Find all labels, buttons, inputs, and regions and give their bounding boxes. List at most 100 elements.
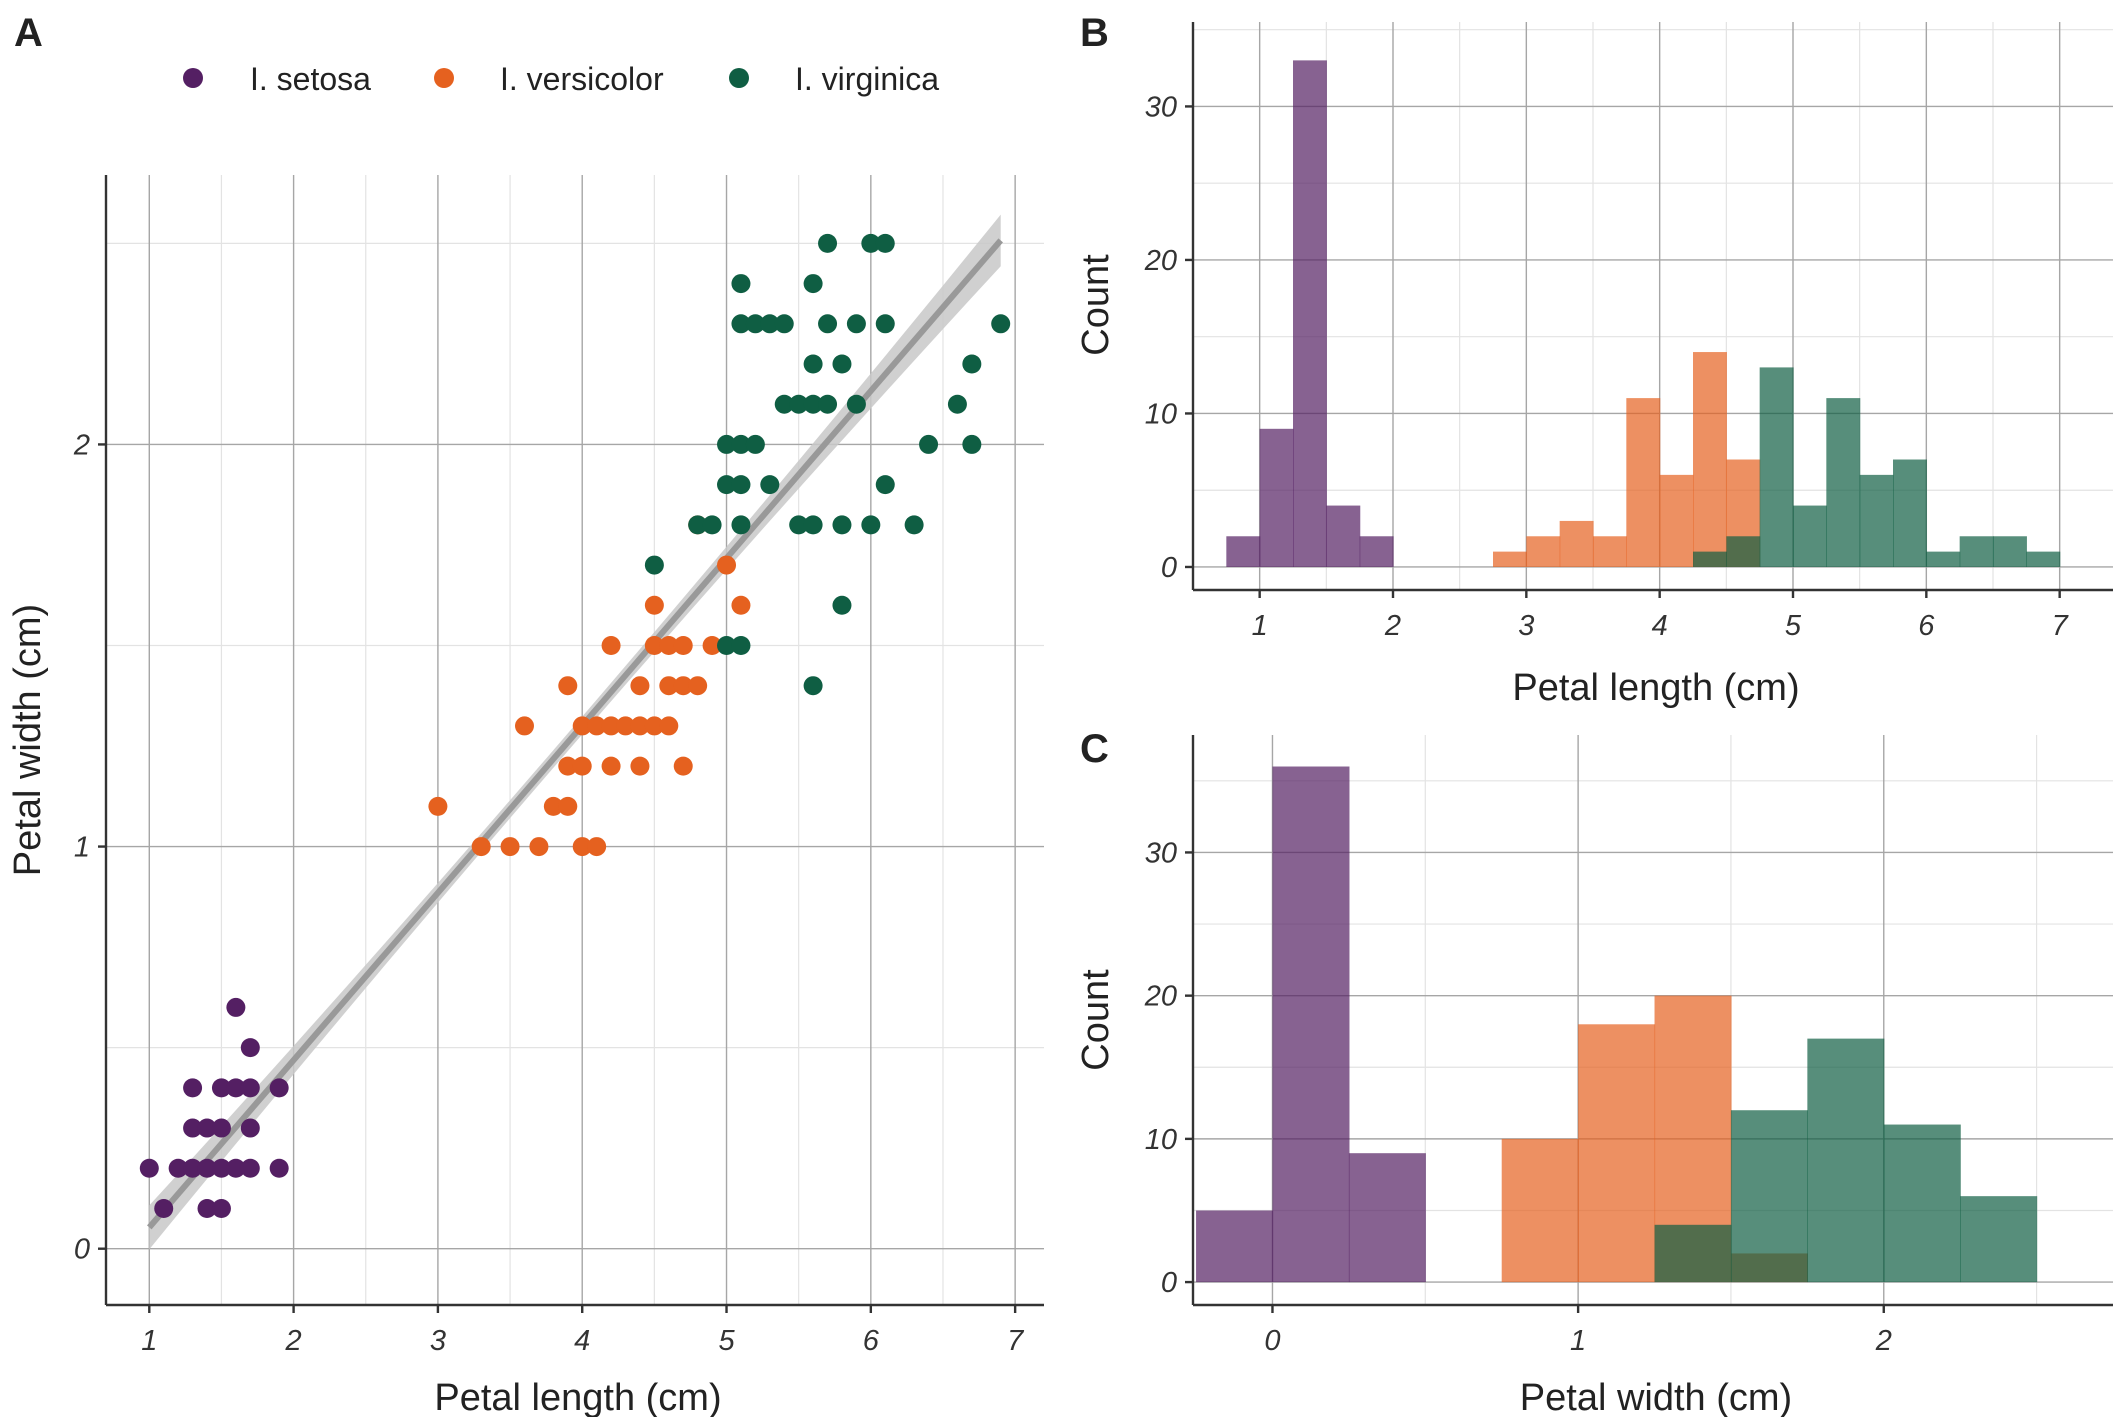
panel-b-x-tick-label: 2 [1384, 610, 1401, 642]
point-versicolor [688, 676, 708, 696]
point-versicolor [673, 635, 693, 655]
point-versicolor [543, 796, 563, 816]
point-virginica [731, 274, 751, 294]
point-setosa [269, 1078, 289, 1098]
bar-versicolor [1493, 551, 1527, 567]
point-versicolor [616, 716, 636, 736]
bar-virginica [1959, 536, 1994, 567]
point-setosa [154, 1198, 174, 1218]
point-virginica [731, 314, 751, 334]
panel-b-x-tick-label: 4 [1652, 610, 1668, 642]
point-virginica [731, 434, 751, 454]
point-virginica [745, 434, 765, 454]
point-setosa [211, 1158, 231, 1178]
legend-marker-setosa [183, 68, 203, 88]
bar-versicolor [1693, 352, 1727, 567]
point-setosa [197, 1118, 217, 1138]
point-versicolor [630, 756, 650, 776]
bar-virginica [1826, 398, 1861, 567]
panel-c-x-tick-label: 0 [1264, 1325, 1280, 1357]
panel-a-y-tick-label: 1 [74, 832, 90, 864]
bar-virginica [1793, 505, 1827, 567]
panel-c-bars [1196, 766, 2038, 1283]
panel-a-x-axis-title: Petal length (cm) [434, 1377, 721, 1417]
point-virginica [846, 314, 866, 334]
point-virginica [803, 515, 823, 535]
point-virginica [904, 515, 924, 535]
legend-marker-virginica [729, 68, 749, 88]
panel-a-y-axis-title: Petal width (cm) [7, 604, 49, 876]
panel-a-x-tick-label: 1 [141, 1325, 157, 1357]
point-virginica [832, 354, 852, 374]
point-virginica [803, 274, 823, 294]
bar-versicolor [1626, 398, 1661, 567]
bar-setosa [1348, 1153, 1426, 1283]
bar-virginica [1759, 367, 1794, 567]
panel-b-bars [1226, 60, 2061, 567]
point-virginica [991, 314, 1011, 334]
panel-c-y-tick-label: 10 [1145, 1124, 1177, 1156]
point-versicolor [471, 837, 491, 857]
legend-label-setosa: I. setosa [250, 61, 371, 97]
point-virginica [789, 515, 809, 535]
panel-b-x-tick-label: 3 [1518, 610, 1534, 642]
point-versicolor [500, 837, 520, 857]
point-versicolor [659, 716, 679, 736]
point-versicolor [644, 716, 664, 736]
panel-c-x-ticks: 0 1 2 [1264, 1305, 1892, 1357]
bar-virginica [2026, 551, 2061, 567]
panel-c-x-tick-label: 2 [1875, 1325, 1892, 1357]
point-versicolor [572, 837, 592, 857]
bar-versicolor [1559, 520, 1594, 567]
point-setosa [197, 1158, 217, 1178]
point-virginica [731, 635, 751, 655]
point-setosa [211, 1118, 231, 1138]
point-versicolor [659, 676, 679, 696]
point-versicolor [587, 716, 607, 736]
point-virginica [962, 354, 982, 374]
point-virginica [803, 354, 823, 374]
bar-setosa [1272, 766, 1350, 1283]
point-virginica [832, 515, 852, 535]
point-virginica [846, 394, 866, 414]
panel-b-x-axis-title: Petal length (cm) [1512, 667, 1799, 709]
point-versicolor [630, 676, 650, 696]
point-versicolor [601, 635, 621, 655]
panel-a-axes [104, 175, 1044, 1307]
point-versicolor [514, 716, 534, 736]
point-virginica [875, 475, 895, 495]
point-virginica [803, 394, 823, 414]
point-setosa [197, 1198, 217, 1218]
bar-setosa [1326, 505, 1361, 567]
panel-letter-b: B [1080, 11, 1109, 55]
histogram-panel-b: 1 2 3 4 5 6 7 0 10 20 30 Petal length (cm) Count [1075, 22, 2113, 709]
panel-a-x-tick-label: 6 [863, 1325, 880, 1357]
legend-label-versicolor: I. versicolor [500, 61, 664, 97]
point-setosa [269, 1158, 289, 1178]
panel-a-y-tick-label: 2 [73, 429, 90, 461]
point-versicolor [572, 756, 592, 776]
bar-setosa [1259, 428, 1294, 567]
bar-versicolor [1501, 1138, 1579, 1283]
point-virginica [919, 434, 939, 454]
panel-c-x-tick-label: 1 [1570, 1325, 1586, 1357]
point-virginica [745, 314, 765, 334]
bar-virginica [1693, 551, 1727, 567]
panel-letter-a: A [14, 11, 43, 55]
point-virginica [861, 515, 881, 535]
legend: I. setosa I. versicolor I. virginica [183, 61, 939, 97]
point-versicolor [673, 676, 693, 696]
bar-virginica [1883, 1124, 1961, 1283]
point-virginica [832, 595, 852, 615]
point-virginica [760, 314, 780, 334]
panel-letter-c: C [1080, 727, 1109, 771]
point-virginica [644, 555, 664, 575]
point-setosa [211, 1078, 231, 1098]
point-versicolor [601, 756, 621, 776]
point-setosa [240, 1118, 260, 1138]
bar-versicolor [1526, 536, 1561, 567]
point-setosa [139, 1158, 159, 1178]
point-versicolor [659, 635, 679, 655]
panel-a-y-tick-label: 0 [74, 1234, 90, 1266]
